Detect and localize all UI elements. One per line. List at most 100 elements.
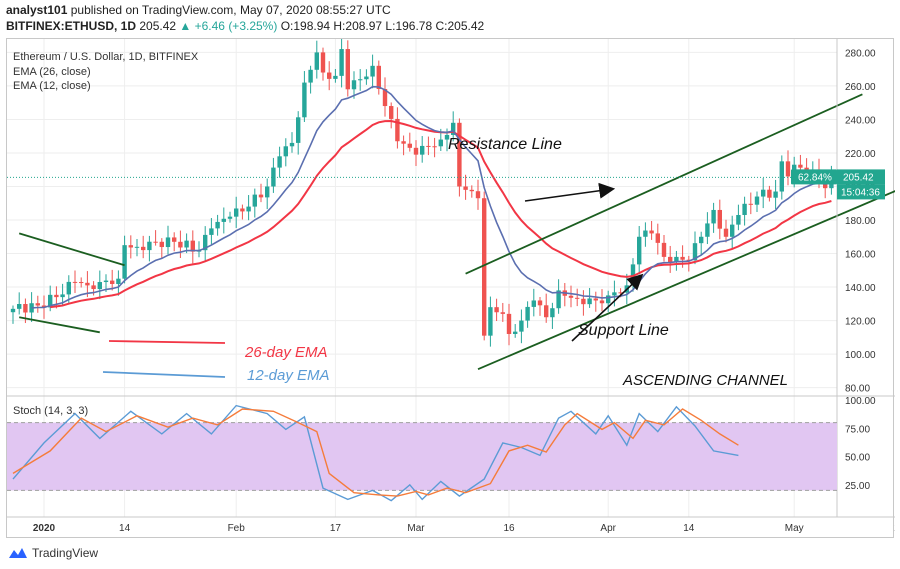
candle-body [550,308,555,318]
candle-body [773,191,778,198]
candle-body [23,304,28,313]
candle-body [376,65,381,90]
candle-body [265,186,270,198]
candle-body [637,236,642,265]
candle-body [556,290,561,309]
candle-body [711,209,716,224]
candle-body [203,234,208,251]
time-tick-label: 18 [894,523,895,534]
channel-support-line [477,190,895,371]
candle-body [178,241,183,248]
candle-body [432,146,437,148]
time-tick-label: Mar [407,523,425,534]
stoch-d-line [12,408,739,497]
price-tick-label: 180.00 [845,216,876,227]
countdown-label: 15:04:36 [841,187,880,198]
time-tick-label: Apr [600,523,616,534]
support-arrow [571,273,644,342]
stoch-tick-label: 50.00 [845,453,870,464]
candle-body [767,189,772,198]
candle-body [748,203,753,205]
price-tick-label: 280.00 [845,48,876,59]
candle-body [568,295,574,298]
candle-body [389,106,394,119]
price-tag [837,169,885,185]
candle-body [54,294,59,298]
candle-body [692,243,698,261]
candle-body [91,285,96,290]
candle-body [717,209,722,229]
candle-body [159,241,164,248]
candle-body [705,223,710,237]
candle-body [116,278,121,284]
candle-body [172,237,177,242]
candle-body [655,233,660,243]
publisher-name[interactable]: analyst101 [6,3,68,17]
stoch-k-line [12,404,739,502]
time-tick-label: Feb [228,523,246,534]
countdown-tag [837,184,885,200]
candle-body [345,49,350,90]
candle-body [79,282,84,284]
indicator-legend: EMA (12, close) [13,80,91,92]
candle-body [302,82,307,118]
candle-body [271,167,276,187]
candle-body [401,141,406,144]
candle-body [134,246,140,248]
tradingview-footer: TradingView [8,542,98,564]
candle-body [141,246,146,251]
candle-body [72,281,78,283]
candle-body [457,122,462,187]
candle-body [754,196,760,205]
candle-body [463,186,468,190]
time-tick-label: 14 [119,523,131,534]
candle-body [494,307,499,313]
stoch-title: Stoch (14, 3, 3) [13,405,88,417]
candle-body [320,52,326,73]
candle-body [308,69,313,83]
candle-body [351,80,357,90]
candle-body [240,208,245,212]
candle-body [643,230,648,237]
candle-body [736,214,741,225]
ema12-legend-line [102,371,226,378]
stoch-tick-label: 25.00 [845,481,870,492]
candle-body [730,224,735,237]
candle-body [48,294,53,308]
chart-header: analyst101 published on TradingView.com,… [6,2,896,34]
price-chart[interactable]: Resistance Line Support Line ASCENDING CHA… [7,39,895,539]
candle-body [327,72,332,79]
price-tick-label: 220.00 [845,149,876,160]
candle-body [407,143,412,148]
candle-body [147,241,152,251]
time-tick-label: 14 [683,523,695,534]
pct-change-tag [791,169,837,185]
candle-body [413,147,419,155]
candle-body [221,218,226,222]
candle-body [153,241,158,243]
candle-body [500,312,505,314]
symbol-name[interactable]: BITFINEX:ETHUSD, 1D [6,19,137,33]
ema-12-line [31,85,832,309]
candle-body [686,259,691,261]
price-tick-label: 120.00 [845,317,876,328]
candle-body [779,161,784,192]
price-tick-label: 240.00 [845,115,876,126]
candle-body [606,295,611,304]
chart-frame: Resistance Line Support Line ASCENDING CHA… [6,38,895,539]
price-tick-label: 260.00 [845,82,876,93]
candle-body [618,292,623,294]
stoch-band [7,422,837,491]
candle-body [103,280,109,283]
symbol-info: BITFINEX:ETHUSD, 1D 205.42 ▲ +6.46 (+3.2… [6,18,896,34]
tradingview-logo-icon [9,548,27,558]
candle-body [544,305,549,318]
candle-body [277,156,282,168]
candle-body [85,282,90,286]
candle-body [575,297,580,299]
resistance-arrow [524,182,616,202]
candle-body [122,245,127,279]
candle-body [35,303,40,306]
candle-body [420,145,425,155]
ohlc-values: O:198.94 H:208.97 L:196.78 C:205.42 [280,19,485,33]
